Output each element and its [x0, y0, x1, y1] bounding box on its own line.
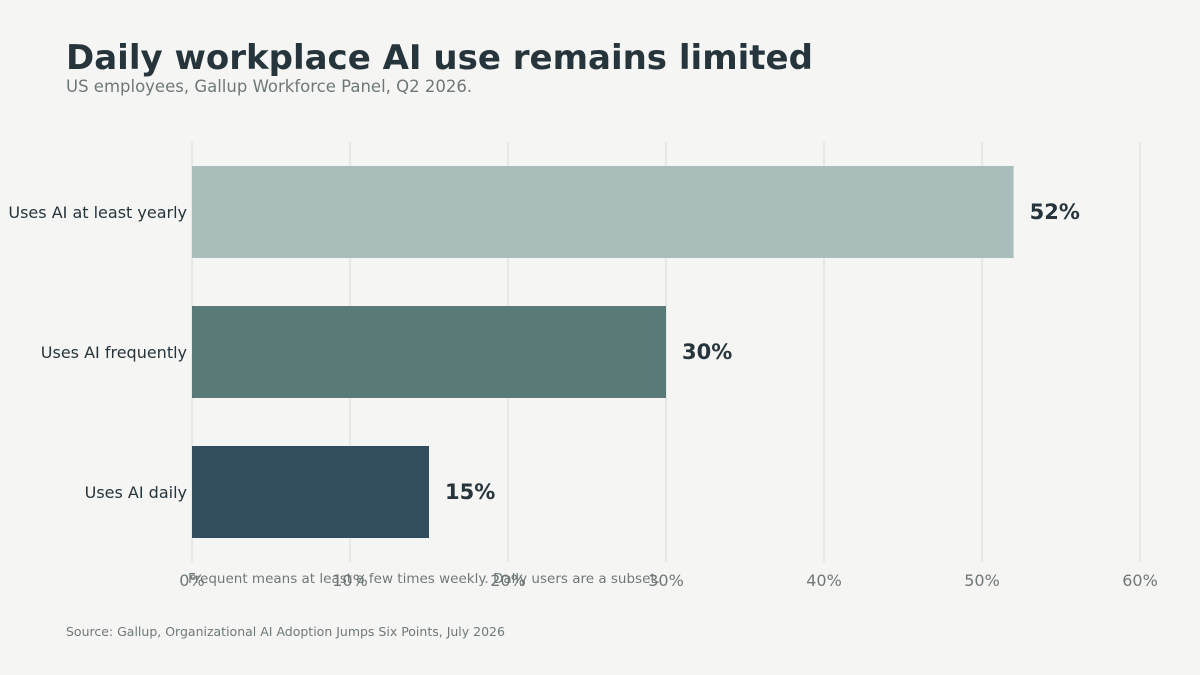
- category-label: Uses AI frequently: [41, 343, 187, 362]
- category-label: Uses AI at least yearly: [8, 203, 187, 222]
- x-tick-label: 40%: [806, 571, 842, 590]
- bar: [192, 166, 1014, 258]
- x-axis-ticks: 0% 10% 20% 30% 40% 50% 60%: [179, 571, 1157, 590]
- x-tick-label: 0%: [179, 571, 204, 590]
- data-label: 52%: [1030, 200, 1080, 224]
- x-tick-label: 60%: [1122, 571, 1158, 590]
- chart-subtitle: US employees, Gallup Workforce Panel, Q2…: [66, 77, 473, 96]
- x-tick-label: 50%: [964, 571, 1000, 590]
- bar: [192, 446, 429, 538]
- chart-title: Daily workplace AI use remains limited: [66, 38, 813, 78]
- x-tick-label: 20%: [490, 571, 526, 590]
- x-tick-label: 30%: [648, 571, 684, 590]
- category-label: Uses AI daily: [85, 483, 187, 502]
- x-tick-label: 10%: [332, 571, 368, 590]
- data-labels: 52% 30% 15%: [445, 200, 1080, 504]
- bar: [192, 306, 666, 398]
- bars: [192, 166, 1014, 538]
- source-note: Source: Gallup, Organizational AI Adopti…: [66, 624, 505, 639]
- chart-footnote: Frequent means at least a few times week…: [188, 571, 660, 587]
- category-labels: Uses AI at least yearly Uses AI frequentl…: [8, 203, 187, 502]
- data-label: 15%: [445, 480, 495, 504]
- data-label: 30%: [682, 340, 732, 364]
